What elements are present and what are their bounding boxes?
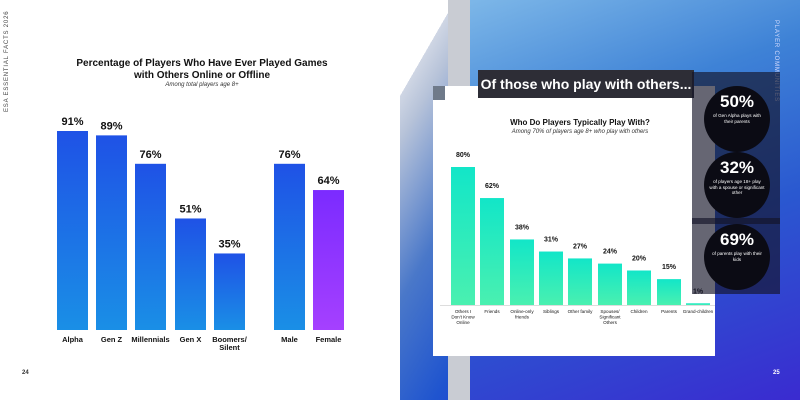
- stat-description: of Gen Alpha plays with their parents: [712, 113, 761, 124]
- headline-background: [478, 70, 694, 98]
- chart2-value-label: 20%: [632, 256, 647, 263]
- card-corner-accent: [433, 86, 445, 100]
- chart1-category-label: Gen Z: [101, 335, 123, 344]
- chart2-bar: [627, 270, 651, 305]
- chart2-bar: [451, 167, 475, 305]
- chart1-title: Percentage of Players Who Have Ever Play…: [76, 58, 328, 81]
- chart2-bar: [539, 251, 563, 305]
- chart2-category-label: Children: [630, 309, 648, 314]
- chart2-category-label: Spouses/Significant Others: [599, 309, 621, 325]
- chart2-value-label: 31%: [544, 237, 559, 244]
- chart1-bar: [214, 253, 245, 330]
- stat-value: 50%: [719, 92, 755, 111]
- chart2-value-label: 62%: [485, 183, 500, 190]
- stat-circle: [704, 224, 770, 290]
- stat-value: 32%: [719, 158, 755, 177]
- chart2-bar: [686, 303, 710, 305]
- chart1-value-label: 76%: [139, 149, 161, 161]
- chart2-value-label: 27%: [573, 243, 588, 250]
- chart2-bar: [480, 198, 504, 305]
- headline: Of those who play with others...: [480, 76, 692, 92]
- chart1-value-label: 64%: [317, 175, 339, 187]
- chart1-subtitle: Among total players age 8+: [165, 82, 239, 88]
- stat-value: 69%: [719, 230, 755, 249]
- page-number-left: 24: [22, 370, 29, 376]
- chart1-value-label: 76%: [278, 149, 300, 161]
- chart1-value-label: 91%: [61, 116, 83, 128]
- chart1-category-label: Alpha: [62, 335, 84, 344]
- chart1-bar: [313, 190, 344, 330]
- chart1-bar: [175, 218, 206, 330]
- chart2-bar: [568, 258, 592, 305]
- chart1-category-label: Male: [281, 335, 298, 344]
- stat-description: of parents play with their kids: [712, 251, 762, 262]
- chart2-value-label: 80%: [456, 152, 471, 159]
- chart1-value-label: 89%: [100, 120, 122, 132]
- chart2-bar: [657, 279, 681, 305]
- chart2-title: Who Do Players Typically Play With?: [510, 118, 650, 127]
- chart2-category-label: Friends: [484, 309, 500, 314]
- chart2-category-label: Online-only friends: [510, 309, 534, 320]
- chart2-value-label: 24%: [603, 249, 618, 256]
- chart2-subtitle: Among 70% of players age 8+ who play wit…: [511, 129, 649, 135]
- chart1-bar: [96, 135, 127, 330]
- stat-description: of players age 18+ play with a spouse or…: [709, 179, 765, 196]
- page-number-right: 25: [773, 370, 780, 376]
- stat-circle: [704, 86, 770, 152]
- chart2-category-label: Grand-children: [683, 309, 714, 314]
- chart1-category-label: Millennials: [131, 335, 169, 344]
- chart2-category-label: Others I Don't Know Online: [451, 309, 475, 325]
- chart1-category-label: Boomers/Silent: [212, 335, 248, 352]
- chart2-value-label: 38%: [515, 224, 530, 231]
- chart1-bar: [274, 163, 305, 330]
- chart2-category-label: Parents: [661, 309, 678, 314]
- chart1-value-label: 35%: [218, 238, 240, 250]
- chart2-value-label: 15%: [662, 264, 677, 271]
- chart2-category-label: Siblings: [543, 309, 560, 314]
- chart1-plot: 91% Alpha 89% Gen Z 76% Millennials 51% Gen X 35…: [57, 116, 344, 352]
- chart1-bar: [57, 131, 88, 330]
- chart2-bar: [598, 263, 622, 305]
- chart1-value-label: 51%: [179, 203, 201, 215]
- chart1-bar: [135, 163, 166, 330]
- chart1-category-label: Gen X: [180, 335, 202, 344]
- chart1-category-label: Female: [316, 335, 342, 344]
- chart2-category-label: Other family: [568, 309, 593, 314]
- chart2-bar: [510, 239, 534, 305]
- stat-circle: [704, 152, 770, 218]
